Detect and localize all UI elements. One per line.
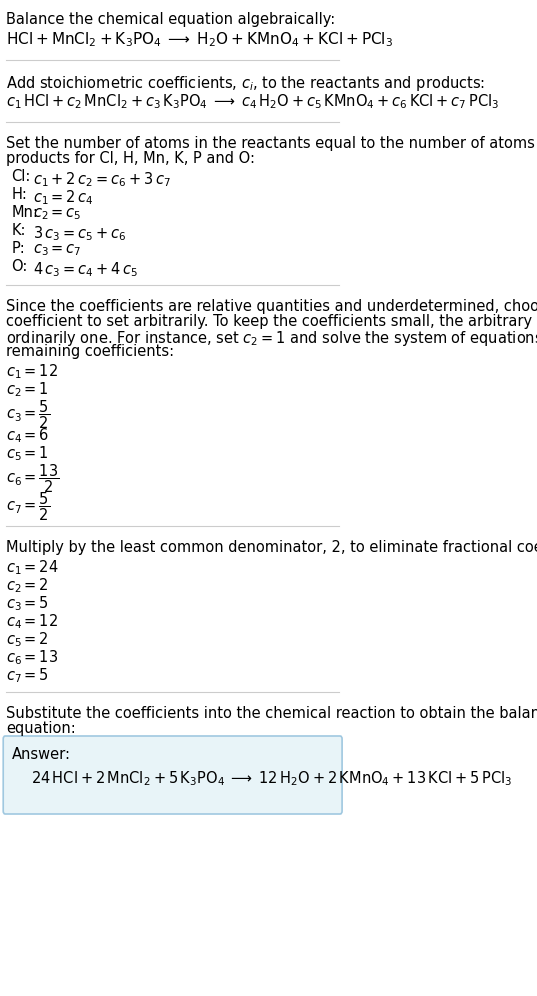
Text: $c_4 = 6$: $c_4 = 6$ <box>6 426 50 444</box>
Text: $c_2 = 2$: $c_2 = 2$ <box>6 576 49 595</box>
Text: coefficient to set arbitrarily. To keep the coefficients small, the arbitrary va: coefficient to set arbitrarily. To keep … <box>6 314 537 329</box>
FancyBboxPatch shape <box>3 736 342 814</box>
Text: H:: H: <box>12 187 27 202</box>
Text: $c_4 = 12$: $c_4 = 12$ <box>6 612 59 630</box>
Text: O:: O: <box>12 259 28 274</box>
Text: P:: P: <box>12 241 25 256</box>
Text: K:: K: <box>12 223 26 238</box>
Text: $c_7 = 5$: $c_7 = 5$ <box>6 666 49 684</box>
Text: $4\,c_3 = c_4 + 4\,c_5$: $4\,c_3 = c_4 + 4\,c_5$ <box>33 260 139 279</box>
Text: Cl:: Cl: <box>12 169 31 184</box>
Text: $c_1\,\mathrm{HCl} + c_2\,\mathrm{MnCl_2} + c_3\,\mathrm{K_3PO_4} \;\longrightar: $c_1\,\mathrm{HCl} + c_2\,\mathrm{MnCl_2… <box>6 92 499 111</box>
Text: $c_1 = 2\,c_4$: $c_1 = 2\,c_4$ <box>33 188 94 207</box>
Text: $c_6 = \dfrac{13}{2}$: $c_6 = \dfrac{13}{2}$ <box>6 462 60 495</box>
Text: $c_2 = c_5$: $c_2 = c_5$ <box>33 206 82 222</box>
Text: $c_1 = 24$: $c_1 = 24$ <box>6 558 59 577</box>
Text: $c_6 = 13$: $c_6 = 13$ <box>6 648 59 666</box>
Text: $c_7 = \dfrac{5}{2}$: $c_7 = \dfrac{5}{2}$ <box>6 490 50 523</box>
Text: equation:: equation: <box>6 721 76 736</box>
Text: $\mathrm{HCl + MnCl_2 + K_3PO_4} \;\longrightarrow\; \mathrm{H_2O + KMnO_4 + KCl: $\mathrm{HCl + MnCl_2 + K_3PO_4} \;\long… <box>6 30 394 49</box>
Text: $c_5 = 1$: $c_5 = 1$ <box>6 444 49 463</box>
Text: Mn:: Mn: <box>12 205 39 220</box>
Text: $c_1 + 2\,c_2 = c_6 + 3\,c_7$: $c_1 + 2\,c_2 = c_6 + 3\,c_7$ <box>33 170 171 188</box>
Text: Substitute the coefficients into the chemical reaction to obtain the balanced: Substitute the coefficients into the che… <box>6 706 537 721</box>
Text: remaining coefficients:: remaining coefficients: <box>6 344 175 359</box>
Text: products for Cl, H, Mn, K, P and O:: products for Cl, H, Mn, K, P and O: <box>6 151 256 166</box>
Text: $24\,\mathrm{HCl} + 2\,\mathrm{MnCl_2} + 5\,\mathrm{K_3PO_4} \;\longrightarrow\;: $24\,\mathrm{HCl} + 2\,\mathrm{MnCl_2} +… <box>31 769 512 788</box>
Text: $c_5 = 2$: $c_5 = 2$ <box>6 630 49 648</box>
Text: Multiply by the least common denominator, 2, to eliminate fractional coefficient: Multiply by the least common denominator… <box>6 540 537 555</box>
Text: Set the number of atoms in the reactants equal to the number of atoms in the: Set the number of atoms in the reactants… <box>6 136 537 151</box>
Text: $c_1 = 12$: $c_1 = 12$ <box>6 362 59 380</box>
Text: Answer:: Answer: <box>12 747 70 762</box>
Text: $c_3 = \dfrac{5}{2}$: $c_3 = \dfrac{5}{2}$ <box>6 398 50 430</box>
Text: Balance the chemical equation algebraically:: Balance the chemical equation algebraica… <box>6 12 336 27</box>
Text: $c_3 = 5$: $c_3 = 5$ <box>6 594 49 613</box>
Text: $3\,c_3 = c_5 + c_6$: $3\,c_3 = c_5 + c_6$ <box>33 224 127 243</box>
Text: $c_2 = 1$: $c_2 = 1$ <box>6 380 49 398</box>
Text: $c_3 = c_7$: $c_3 = c_7$ <box>33 242 82 258</box>
Text: Add stoichiometric coefficients, $c_i$, to the reactants and products:: Add stoichiometric coefficients, $c_i$, … <box>6 74 485 93</box>
Text: ordinarily one. For instance, set $c_2 = 1$ and solve the system of equations fo: ordinarily one. For instance, set $c_2 =… <box>6 329 537 348</box>
Text: Since the coefficients are relative quantities and underdetermined, choose a: Since the coefficients are relative quan… <box>6 299 537 314</box>
